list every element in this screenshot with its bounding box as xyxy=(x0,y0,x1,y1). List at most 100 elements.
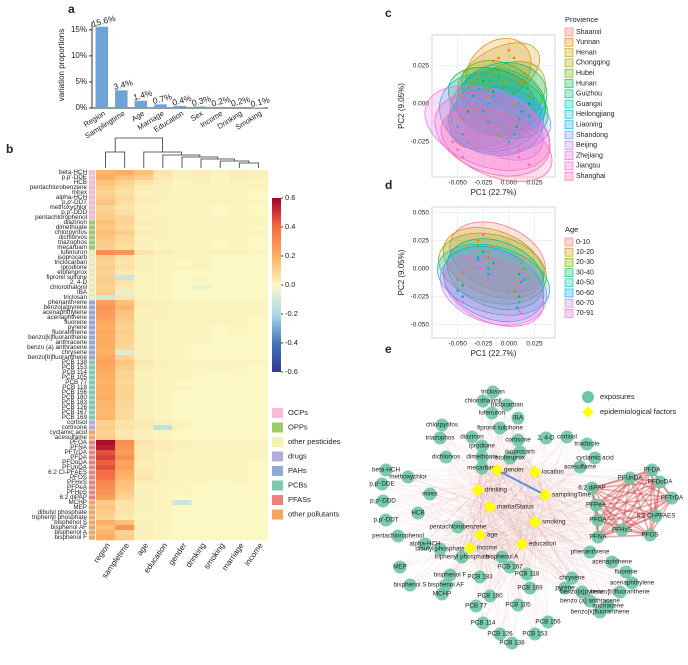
heatmap-cell xyxy=(134,530,154,536)
legend-label: Guangxi xyxy=(576,101,603,108)
heatmap-cell xyxy=(191,175,211,181)
network-edge xyxy=(595,477,631,506)
heatmap-cell xyxy=(134,190,154,196)
legend-swatch xyxy=(564,237,574,247)
panel-label: e xyxy=(385,342,392,356)
exposure-label: triclocarban xyxy=(491,402,524,409)
bar xyxy=(154,104,167,108)
group-strip xyxy=(88,175,96,180)
network-edge xyxy=(521,543,633,584)
bar xyxy=(115,90,128,108)
scatter-point xyxy=(487,71,490,75)
heatmap-cell xyxy=(153,345,173,351)
network-edge xyxy=(417,489,479,514)
heatmap-cell xyxy=(229,485,250,491)
heatmap-cell xyxy=(96,475,116,481)
scatter-point xyxy=(481,233,485,237)
row-label: triphenyl phosphate xyxy=(32,514,87,521)
scatter-point xyxy=(466,94,470,98)
legend-label: Hubei xyxy=(576,70,595,77)
exposure-label: iprodione xyxy=(469,443,495,450)
heatmap-cell xyxy=(96,345,116,351)
network-edge xyxy=(534,436,568,523)
heatmap-cell xyxy=(210,235,231,241)
network-edge xyxy=(439,437,536,523)
heatmap-cell xyxy=(248,505,269,511)
legend-swatch xyxy=(564,120,574,129)
bar xyxy=(95,26,109,108)
network-edge xyxy=(439,534,481,550)
legend-factor xyxy=(582,406,594,418)
exposure-label: PCB 105 xyxy=(505,602,531,609)
heatmap-cell xyxy=(172,170,192,176)
heatmap-cell xyxy=(153,465,173,471)
heatmap-cell xyxy=(210,440,231,446)
network-edge xyxy=(544,481,661,496)
network-edge xyxy=(534,521,621,593)
heatmap-cell xyxy=(172,485,192,491)
network-edge xyxy=(534,521,599,538)
network-edge xyxy=(479,534,536,635)
group-strip xyxy=(88,240,96,245)
confidence-ellipse xyxy=(446,94,552,154)
scatter-point xyxy=(512,102,516,106)
network-edge xyxy=(491,412,523,545)
heatmap-cell xyxy=(115,170,135,176)
network-edge xyxy=(496,469,566,589)
network-edge xyxy=(479,534,513,644)
network-edge xyxy=(534,471,621,593)
heatmap-cell xyxy=(96,230,116,236)
network-edge xyxy=(449,543,523,576)
heatmap-cell xyxy=(248,395,269,401)
scatter-point xyxy=(466,132,470,136)
legend-label: Guizhou xyxy=(576,91,602,98)
heatmap-cell xyxy=(210,525,231,531)
heatmap-cell xyxy=(134,230,154,236)
legend-label: Beijing xyxy=(576,142,597,149)
row-label: benzo[k]fluoranthene xyxy=(28,334,87,341)
heatmap-cell xyxy=(210,285,231,291)
group-strip xyxy=(88,280,96,285)
heatmap-cell xyxy=(172,465,192,471)
x-tick-label: -0.050 xyxy=(448,341,467,348)
heatmap-cell xyxy=(134,270,154,276)
exposure-label: triazophos xyxy=(425,435,454,442)
network-edge xyxy=(496,417,519,471)
scatter-point xyxy=(517,300,521,304)
group-strip xyxy=(88,300,96,305)
heatmap-cell xyxy=(172,460,192,466)
heatmap-cell xyxy=(191,230,211,236)
legend-swatch xyxy=(564,161,574,171)
legend-swatch xyxy=(564,37,574,47)
heatmap-cell xyxy=(210,205,231,211)
network-edge xyxy=(381,483,523,545)
heatmap-cell xyxy=(172,210,192,216)
scatter-point xyxy=(487,94,490,98)
heatmap-cell xyxy=(248,410,269,416)
heatmap-cell xyxy=(229,215,250,221)
heatmap-cell xyxy=(191,190,211,196)
row-label: beta-HCH xyxy=(59,169,87,176)
network-edge xyxy=(385,506,491,521)
heatmap-cell xyxy=(210,460,231,466)
legend-swatch xyxy=(564,110,574,119)
exposure-label: alpha-HCH xyxy=(409,541,441,548)
legend-label: drugs xyxy=(288,451,307,460)
heatmap-cell xyxy=(229,295,250,301)
heatmap-cell xyxy=(134,300,154,306)
network-edge xyxy=(441,543,523,595)
heatmap-cell xyxy=(191,335,211,341)
heatmap-cell xyxy=(210,390,231,396)
exposure-label: mirex xyxy=(422,491,438,498)
network-edge xyxy=(469,536,599,549)
heatmap-cell xyxy=(229,175,250,181)
network-edge xyxy=(469,547,536,635)
network-edge xyxy=(489,497,673,508)
network-edge xyxy=(496,469,536,635)
network-edge xyxy=(481,445,546,496)
exposure-label: diazinon xyxy=(460,434,484,441)
heatmap-cell xyxy=(153,400,173,406)
heatmap-cell xyxy=(191,485,211,491)
heatmap-cell xyxy=(191,395,211,401)
network-edge xyxy=(534,471,599,521)
